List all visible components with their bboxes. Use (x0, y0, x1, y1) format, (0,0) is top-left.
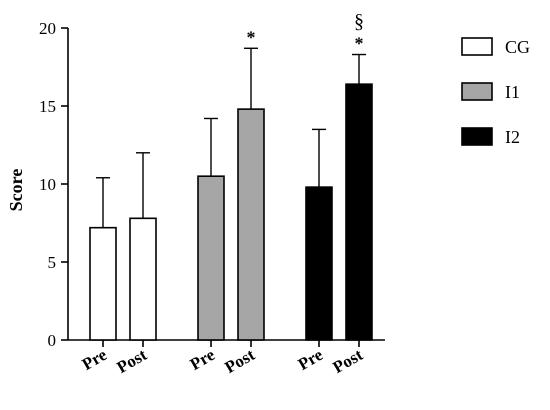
legend-label: I1 (505, 82, 520, 102)
y-tick-label: 20 (39, 19, 56, 38)
x-tick-label: Post (114, 345, 151, 377)
significance-star: * (247, 27, 256, 47)
x-tick-label: Pre (295, 345, 327, 374)
legend-swatch (461, 127, 493, 146)
bar (345, 83, 373, 341)
significance-star: * (355, 34, 364, 54)
bar (237, 108, 265, 341)
y-tick-label: 10 (39, 175, 56, 194)
bar (197, 175, 225, 341)
legend-swatch (461, 82, 493, 101)
bar (89, 226, 117, 341)
x-tick-label: Pre (79, 345, 111, 374)
y-axis-title: Score (6, 169, 26, 212)
x-tick-label: Post (330, 345, 367, 377)
y-tick-label: 15 (39, 97, 56, 116)
bar (305, 186, 333, 341)
legend-swatch (461, 37, 493, 56)
legend-label: I2 (505, 127, 520, 147)
y-tick-label: 5 (48, 253, 57, 272)
legend-label: CG (505, 37, 530, 57)
y-tick-label: 0 (48, 331, 57, 350)
x-tick-label: Post (222, 345, 259, 377)
bar (129, 217, 157, 341)
significance-section-mark: § (354, 11, 364, 33)
x-tick-label: Pre (187, 345, 219, 374)
legend: CG I1 I2 (461, 37, 530, 147)
